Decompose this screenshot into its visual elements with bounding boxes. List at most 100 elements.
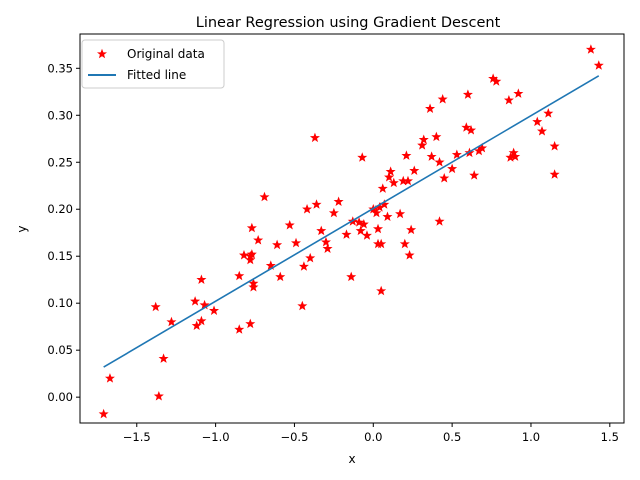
- legend-box: [81, 39, 225, 89]
- data-point: [196, 315, 207, 326]
- data-point: [259, 191, 270, 202]
- data-point: [357, 152, 368, 162]
- data-point: [376, 238, 387, 249]
- x-axis-label: x: [348, 452, 355, 466]
- data-point: [503, 94, 514, 105]
- data-point: [238, 250, 249, 260]
- data-point: [377, 183, 388, 193]
- data-point: [510, 151, 521, 161]
- legend-star-marker: [97, 48, 107, 59]
- data-point: [333, 196, 344, 206]
- data-point: [406, 224, 417, 235]
- data-point: [98, 408, 109, 419]
- data-point: [593, 60, 604, 70]
- data-point: [376, 285, 387, 296]
- x-tick-label: 0.5: [443, 430, 461, 444]
- data-point: [409, 165, 420, 175]
- data-point: [190, 296, 201, 306]
- x-tick-label: 0.0: [364, 430, 382, 444]
- data-point: [466, 125, 477, 135]
- data-point: [245, 254, 256, 265]
- plot-series: [98, 44, 604, 419]
- y-tick-label: 0.35: [47, 61, 73, 75]
- data-point: [585, 44, 596, 54]
- data-point: [328, 207, 339, 218]
- data-point: [395, 208, 406, 219]
- data-point: [426, 151, 437, 161]
- data-point: [320, 236, 331, 247]
- chart-title: Linear Regression using Gradient Descent: [196, 15, 501, 31]
- data-point: [385, 166, 396, 176]
- y-tick-label: 0.20: [47, 202, 73, 216]
- y-tick-label: 0.15: [47, 249, 73, 263]
- y-tick-label: 0.05: [47, 343, 73, 357]
- data-point: [399, 238, 410, 249]
- data-point: [248, 281, 259, 292]
- data-point: [447, 163, 458, 174]
- data-point: [451, 149, 462, 159]
- data-point: [508, 147, 519, 158]
- data-point: [491, 76, 502, 86]
- data-point: [253, 234, 264, 245]
- data-point: [371, 207, 382, 218]
- data-point: [234, 270, 245, 281]
- data-point: [434, 216, 445, 226]
- data-point: [298, 261, 309, 271]
- y-tick-label: 0.25: [47, 155, 73, 169]
- data-point: [166, 316, 177, 327]
- data-point: [158, 353, 169, 363]
- x-tick-label: 1.5: [601, 430, 619, 444]
- legend-label-fitted-line: Fitted line: [127, 68, 186, 82]
- legend-label-original-data: Original data: [127, 47, 205, 61]
- x-axis-ticks: −1.5 −1.0 −0.5 0.0 0.5 1.0 1.5: [123, 423, 619, 444]
- data-point: [401, 150, 412, 160]
- data-point: [322, 243, 333, 253]
- data-point: [439, 172, 450, 183]
- data-point: [418, 134, 429, 144]
- x-tick-label: 1.0: [522, 430, 540, 444]
- data-point: [461, 122, 472, 132]
- data-point: [346, 271, 357, 282]
- data-point: [434, 157, 445, 167]
- data-point: [246, 249, 257, 259]
- data-point: [153, 390, 164, 401]
- data-point: [209, 305, 220, 315]
- data-point: [373, 223, 384, 234]
- data-point: [275, 271, 286, 282]
- data-point: [425, 103, 436, 113]
- legend: Original data Fitted line: [81, 39, 225, 89]
- data-point: [549, 169, 560, 179]
- data-point: [297, 300, 308, 311]
- data-point: [191, 320, 202, 331]
- data-point: [404, 250, 415, 260]
- data-point: [150, 301, 161, 312]
- data-point: [316, 225, 327, 236]
- data-point: [265, 260, 276, 270]
- data-point: [341, 229, 352, 239]
- legend-star: [97, 48, 107, 59]
- data-point: [532, 116, 543, 127]
- data-point: [513, 88, 524, 98]
- data-point: [402, 175, 413, 186]
- data-point: [537, 125, 548, 136]
- data-point: [354, 217, 365, 227]
- x-tick-label: −1.5: [123, 430, 151, 444]
- plot-frame: [79, 33, 625, 424]
- data-point: [382, 211, 393, 222]
- data-point: [384, 172, 395, 182]
- data-point: [437, 94, 448, 104]
- data-point: [291, 237, 302, 248]
- data-point: [355, 225, 366, 236]
- data-point: [311, 199, 322, 209]
- data-point: [388, 177, 399, 188]
- y-axis-label: y: [15, 225, 29, 232]
- data-point: [284, 219, 295, 230]
- data-point: [309, 132, 320, 143]
- data-point: [431, 131, 442, 142]
- data-point: [196, 274, 207, 284]
- data-point: [305, 252, 316, 263]
- data-point: [462, 89, 473, 99]
- data-point: [358, 219, 369, 229]
- x-tick-label: −1.0: [202, 430, 230, 444]
